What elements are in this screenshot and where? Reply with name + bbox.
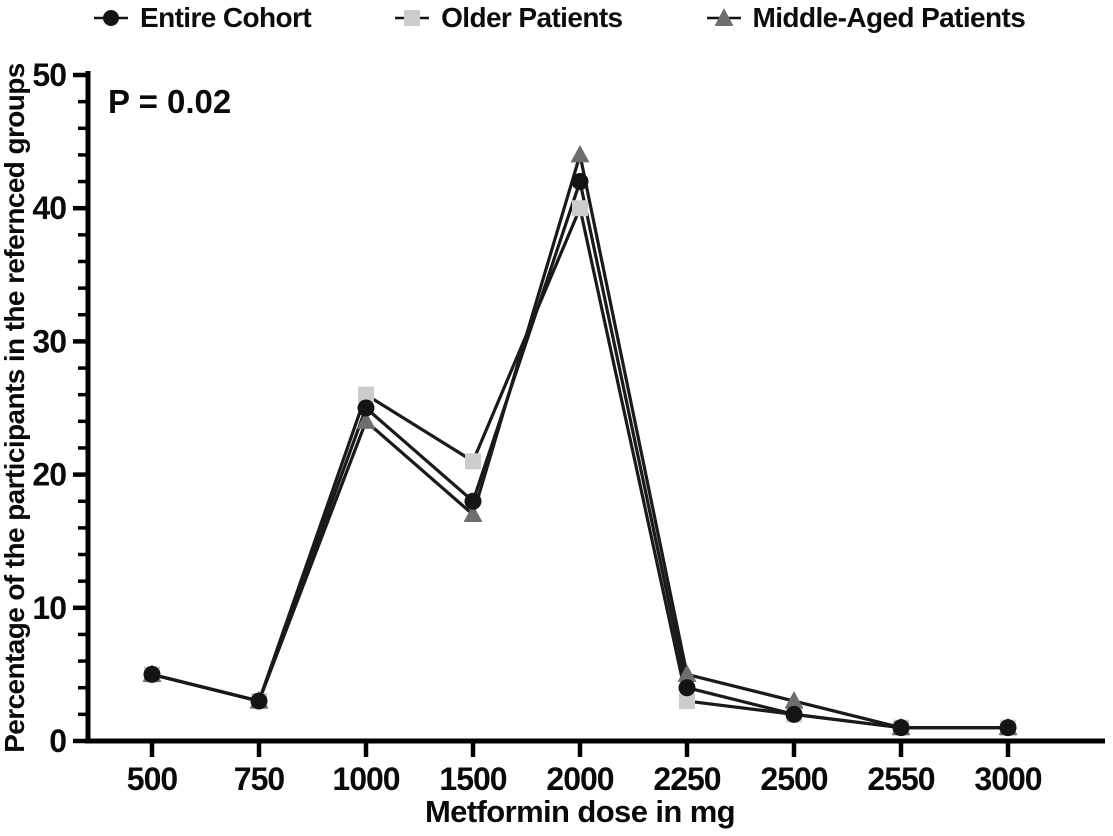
- triangle-marker: [570, 144, 590, 163]
- y-tick-label: 20: [32, 457, 66, 493]
- y-axis-title: Percentage of the participants in the re…: [0, 63, 30, 753]
- circle-marker: [357, 399, 375, 417]
- legend-label-older-patients: Older Patients: [441, 2, 623, 33]
- y-tick-label: 0: [49, 723, 66, 759]
- y-tick-label: 10: [32, 590, 66, 626]
- x-tick-label: 2500: [760, 761, 827, 797]
- circle-marker: [678, 679, 696, 697]
- x-tick-label: 750: [234, 761, 285, 797]
- legend-label-entire-cohort: Entire Cohort: [140, 2, 312, 33]
- y-tick-label: 40: [32, 190, 66, 226]
- circle-marker: [999, 719, 1017, 737]
- legend-item-entire-cohort: Entire Cohort: [92, 2, 312, 34]
- circle-marker: [464, 492, 482, 510]
- x-tick-label: 2250: [653, 761, 720, 797]
- legend-label-middle-aged-patients: Middle-Aged Patients: [752, 2, 1026, 33]
- p-value-annotation: P = 0.02: [108, 83, 231, 120]
- series-line-circle: [151, 175, 1008, 730]
- x-tick-label: 2000: [546, 761, 613, 797]
- triangle-marker: [356, 411, 376, 429]
- y-tick-label: 30: [32, 323, 66, 359]
- x-tick-label: 3000: [974, 761, 1041, 797]
- square-marker: [465, 453, 481, 470]
- triangle-marker: [463, 504, 483, 523]
- circle-marker: [892, 719, 910, 737]
- square-marker: [358, 386, 374, 403]
- x-tick-label: 500: [127, 761, 178, 797]
- triangle-marker: [784, 691, 804, 709]
- circle-marker: [571, 173, 589, 191]
- x-tick-label: 1000: [332, 761, 399, 797]
- circle-marker: [785, 705, 803, 723]
- legend-item-older-patients: Older Patients: [393, 2, 623, 34]
- chart-legend: Entire Cohort Older Patients Middle-Aged…: [92, 2, 1026, 34]
- circle-marker: [143, 665, 161, 683]
- y-tick-label: 50: [32, 57, 66, 93]
- triangle-marker: [677, 664, 697, 682]
- square-marker-icon: [395, 10, 430, 26]
- x-tick-label: 1500: [439, 761, 506, 797]
- series-line-square: [151, 202, 1008, 730]
- legend-item-middle-aged-patients: Middle-Aged Patients: [705, 2, 1026, 34]
- square-marker: [572, 200, 588, 217]
- circle-marker: [250, 692, 268, 710]
- circle-marker-icon: [94, 10, 128, 26]
- x-tick-label: 2550: [867, 761, 934, 797]
- square-marker: [679, 693, 695, 710]
- x-axis-title: Metformin dose in mg: [425, 794, 735, 829]
- triangle-marker-icon: [706, 8, 741, 26]
